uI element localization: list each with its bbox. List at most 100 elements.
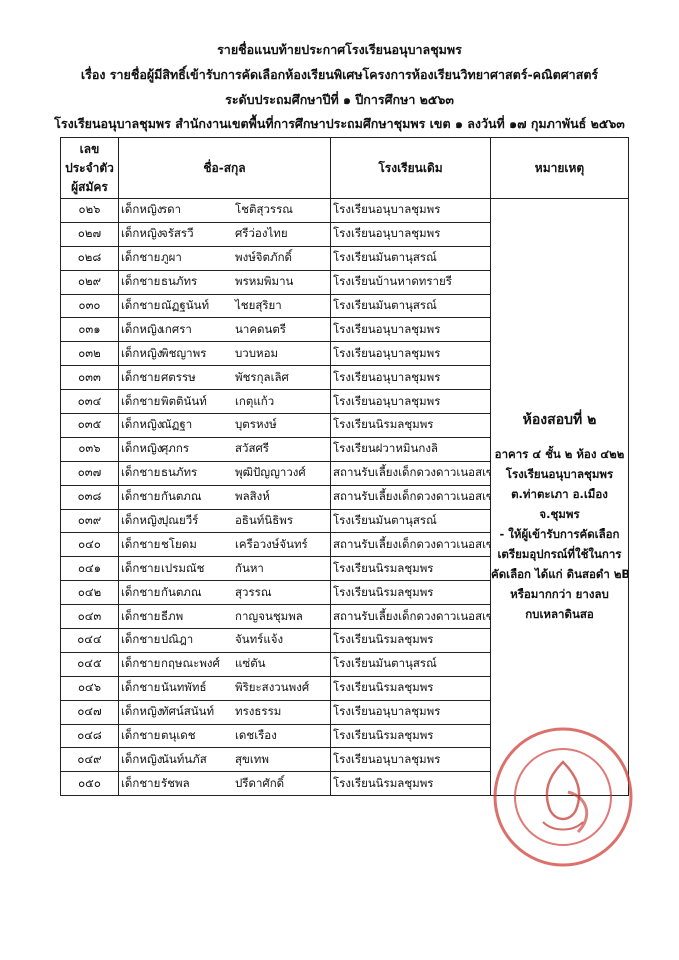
former-school: สถานรับเลี้ยงเด็กดวงดาวเนอสเซอรี่ [330, 460, 491, 486]
name-cell: เด็กชาย กันตภณ พลสิงห์ [118, 484, 331, 510]
name-cell: เด็กชาย พิตตินันท์ เกตุแก้ว [118, 389, 331, 415]
last-name: อธินท์นิธิพร [235, 513, 294, 528]
former-school: โรงเรียนอนุบาลชุมพร [330, 317, 491, 343]
remark-title: ห้องสอบที่ ๒ [522, 412, 597, 429]
name-prefix: เด็กชาย [121, 656, 161, 671]
table-row: ๐๒๗ เด็กหญิง จรัสรวี ศรีว่องไทย โรงเรียนอนุบ… [60, 221, 629, 247]
first-name: รัชพล [161, 775, 190, 790]
name-prefix: เด็กชาย [121, 489, 161, 504]
name-prefix: เด็กหญิง [121, 226, 163, 241]
table-row: ๐๕๐ เด็กชาย รัชพล ปรีดาศักดิ์ โรงเรียนนิรมลช… [60, 771, 629, 797]
former-school: โรงเรียนอนุบาลชุมพร [330, 389, 491, 415]
former-school: โรงเรียนอนุบาลชุมพร [330, 198, 491, 223]
applicant-id: ๐๒๗ [60, 221, 119, 247]
first-name: ตนุเดช [161, 728, 196, 743]
last-name: นาคดนตรี [235, 321, 286, 336]
last-name: สวัสศรี [235, 441, 269, 456]
applicant-id: ๐๓๗ [60, 460, 119, 486]
table-row: ๐๒๖ เด็กหญิง รดา โชติสุวรรณ โรงเรียนอนุบาลชุ… [60, 197, 629, 797]
applicant-id: ๐๔๙ [60, 747, 119, 773]
last-name: กาญจนชุมพล [235, 608, 303, 623]
column-header: เลข ประจำตัว ผู้สมัคร [60, 137, 119, 199]
former-school: โรงเรียนมันตานุสรณ์ [330, 508, 491, 534]
applicant-id: ๐๓๑ [60, 317, 119, 343]
table-row: ๐๔๔ เด็กชาย ปณิฎา จันทร์แจ้ง โรงเรียนนิรมลชุ… [60, 628, 629, 653]
name-prefix: เด็กชาย [121, 728, 161, 743]
last-name: ไชยสุริยา [235, 298, 282, 312]
last-name: บวบหอม [235, 345, 279, 360]
applicant-id: ๐๔๔ [60, 628, 119, 653]
remark-line: เตรียมอุปกรณ์ที่ใช้ในการ [497, 547, 622, 562]
name-cell: เด็กชาย นันทพัทธ์ พิริยะสงวนพงศ์ [118, 675, 331, 701]
last-name: บุตรหงษ์ [235, 417, 277, 432]
name-prefix: เด็กหญิง [121, 704, 163, 719]
first-name: ชโยดม [161, 536, 197, 551]
last-name: พัชรกุลเลิศ [235, 369, 289, 384]
former-school: สถานรับเลี้ยงเด็กดวงดาวเนอสเซอรี่ [330, 532, 491, 558]
name-prefix: เด็กหญิง [121, 441, 163, 456]
former-school: สถานรับเลี้ยงเด็กดวงดาวเนอสเซอรี่ [330, 604, 491, 630]
name-cell: เด็กหญิง นันท์นภัส สุขเทพ [118, 747, 331, 773]
remark-line: หรือมากกว่า ยางลบ [510, 587, 609, 602]
table-row: ๐๒๘ เด็กชาย ภูผา พงษ์จิตภักดิ์ โรงเรียนมันตา… [60, 245, 629, 271]
former-school: โรงเรียนนิรมลชุมพร [330, 580, 491, 606]
first-name: ศุภกร [161, 441, 190, 456]
table-row: ๐๔๗ เด็กหญิง ทัศน์สนันท์ ทรงธรรม โรงเรียนอนุ… [60, 699, 629, 725]
applicant-id: ๐๓๓ [60, 365, 119, 391]
name-cell: เด็กหญิง ณัฏฐา บุตรหงษ์ [118, 413, 331, 438]
table-row: ๐๔๒ เด็กชาย กันตภณ สุวรรณ โรงเรียนนิรมลชุมพร [60, 580, 629, 606]
name-cell: เด็กชาย ตนุเดช เดชเรือง [118, 723, 331, 749]
name-prefix: เด็กชาย [121, 298, 161, 312]
first-name: กันตภณ [161, 584, 202, 599]
table-row: ๐๓๘ เด็กชาย กันตภณ พลสิงห์ สถานรับเลี้ยงเด็ก… [60, 484, 629, 510]
first-name: นันท์นภัส [161, 751, 207, 766]
first-name: ปุณยวีร์ [161, 513, 199, 528]
name-cell: เด็กชาย ชโยดม เครือวงษ์จันทร์ [118, 532, 331, 558]
stamp-signature [567, 790, 589, 834]
name-prefix: เด็กชาย [121, 560, 161, 575]
table-row: ๐๓๗ เด็กชาย ธนภัทร พุฒิปัญญาวงศ์ สถานรับเลี้… [60, 460, 629, 486]
name-cell: เด็กหญิง ทัศน์สนันท์ ทรงธรรม [118, 699, 331, 725]
applicant-id: ๐๔๗ [60, 699, 119, 725]
table-row: ๐๔๕ เด็กชาย กฤษณะพงศ์ แซ่ตัน โรงเรียนมันตานุ… [60, 651, 629, 677]
former-school: โรงเรียนบ้านหาดทรายรี [330, 269, 491, 295]
applicant-id: ๐๓๔ [60, 389, 119, 415]
table-row: ๐๓๓ เด็กชาย ศตรรษ พัชรกุลเลิศ โรงเรียนอนุบาล… [60, 365, 629, 391]
table-row: ๐๓๙ เด็กหญิง ปุณยวีร์ อธินท์นิธิพร โรงเรียนม… [60, 508, 629, 534]
applicant-id: ๐๓๐ [60, 293, 119, 319]
table-body: ๐๒๖ เด็กหญิง รดา โชติสุวรรณ โรงเรียนอนุบาลชุ… [60, 197, 629, 797]
former-school: โรงเรียนอนุบาลชุมพร [330, 365, 491, 391]
remark-line: จ.ชุมพร [539, 507, 580, 522]
first-name: ณัฏฐา [161, 417, 193, 432]
name-cell: เด็กหญิง จรัสรวี ศรีว่องไทย [118, 221, 331, 247]
header-line: เรื่อง รายชื่อผู้มีสิทธิ์เข้ารับการคัดเล… [80, 67, 599, 82]
last-name: ทรงธรรม [235, 704, 282, 719]
applicant-id: ๐๒๖ [60, 198, 119, 223]
former-school: โรงเรียนนิรมลชุมพร [330, 675, 491, 701]
header-line: ระดับประถมศึกษาปีที่ ๑ ปีการศึกษา ๒๕๖๓ [225, 92, 454, 107]
first-name: ธนภัทร [161, 274, 198, 289]
former-school: โรงเรียนมันตานุสรณ์ [330, 245, 491, 271]
remark-line: โรงเรียนอนุบาลชุมพร [505, 467, 614, 482]
first-name: ณัฏฐนันท์ [161, 298, 210, 312]
last-name: พงษ์จิตภักดิ์ [235, 250, 292, 265]
last-name: สุวรรณ [235, 584, 272, 599]
last-name: พรหมพิมาน [235, 274, 294, 289]
header-row: เลข ประจำตัว ผู้สมัคร ชื่อ-สกุล โรงเรียนเด… [60, 137, 629, 199]
name-prefix: เด็กหญิง [121, 202, 163, 217]
table-row: ๐๔๑ เด็กชาย เปรมณัช กันหา โรงเรียนนิรมลชุมพร [60, 556, 629, 582]
name-prefix: เด็กหญิง [121, 345, 163, 360]
applicant-id: ๐๔๑ [60, 556, 119, 582]
former-school: โรงเรียนนิรมลชุมพร [330, 771, 491, 797]
last-name: เดชเรือง [235, 728, 277, 743]
table-row: ๐๔๘ เด็กชาย ตนุเดช เดชเรือง โรงเรียนนิรมลชุม… [60, 723, 629, 749]
table-row: ๐๓๖ เด็กหญิง ศุภกร สวัสศรี โรงเรียนฝวาหมินกง… [60, 436, 629, 462]
former-school: โรงเรียนอนุบาลชุมพร [330, 699, 491, 725]
former-school: โรงเรียนอนุบาลชุมพร [330, 341, 491, 367]
remark-line: คัดเลือก ได้แก่ ดินสอดำ ๒B [491, 567, 629, 582]
former-school: สถานรับเลี้ยงเด็กดวงดาวเนอสเซอรี่ [330, 484, 491, 510]
applicant-id: ๐๕๐ [60, 771, 119, 797]
first-name: เกศรา [161, 321, 192, 336]
header-text: ประจำตัว [65, 160, 114, 175]
